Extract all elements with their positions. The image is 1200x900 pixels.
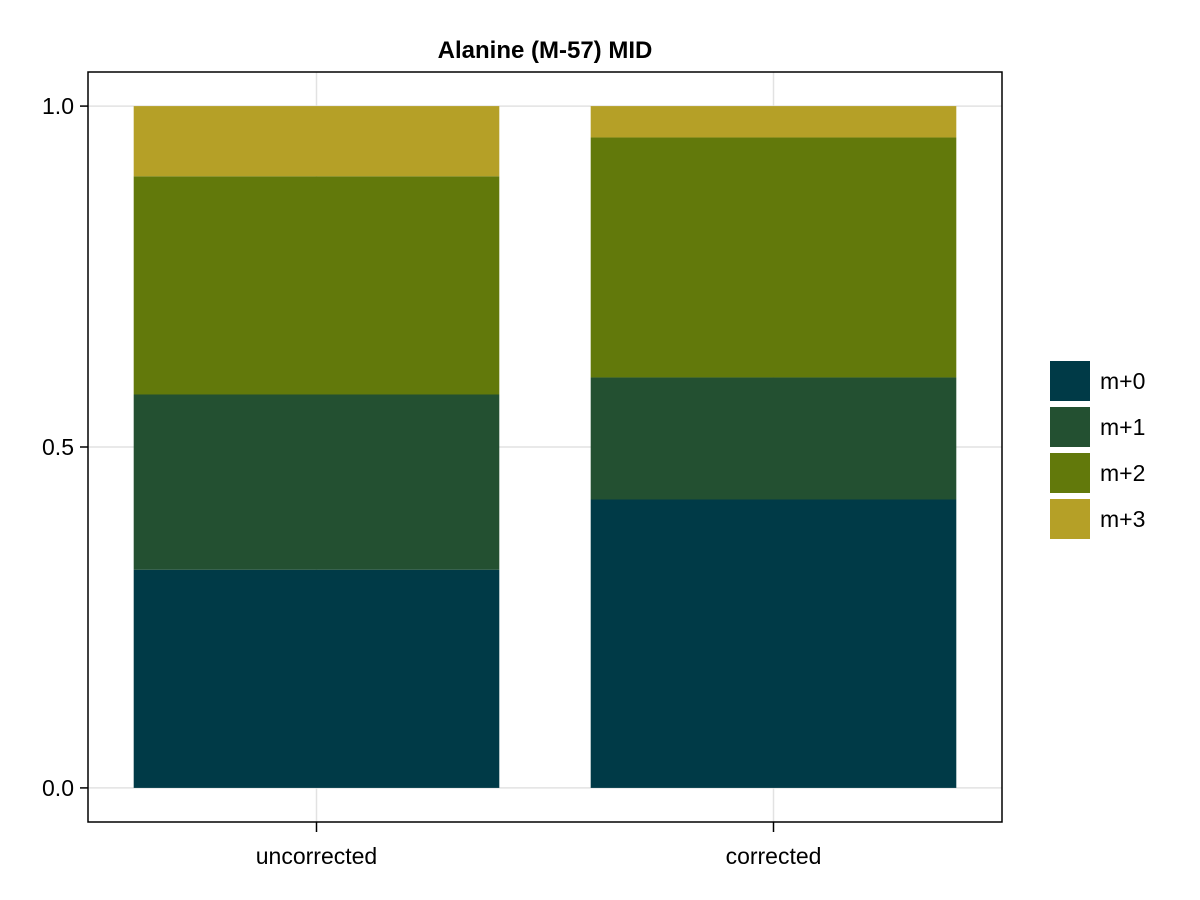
legend-item: m+2 bbox=[1050, 450, 1145, 496]
legend-item: m+3 bbox=[1050, 496, 1145, 542]
axis-ticks: 0.0 0.5 1.0 uncorrected corrected bbox=[42, 93, 821, 869]
legend-item: m+0 bbox=[1050, 358, 1145, 404]
legend-label: m+1 bbox=[1100, 413, 1146, 440]
legend: m+0 m+1 m+2 m+3 bbox=[1050, 358, 1145, 542]
legend-swatch bbox=[1050, 361, 1090, 401]
x-tick-label: uncorrected bbox=[256, 843, 377, 869]
legend-swatch bbox=[1050, 407, 1090, 447]
bar-segment bbox=[590, 377, 957, 500]
legend-swatch bbox=[1050, 499, 1090, 539]
bar-segment bbox=[590, 137, 957, 378]
legend-label: m+0 bbox=[1100, 367, 1146, 394]
bar-segment bbox=[133, 106, 500, 177]
y-tick-label: 0.5 bbox=[42, 434, 74, 460]
y-tick-label: 1.0 bbox=[42, 93, 74, 119]
bar-segment bbox=[133, 394, 500, 570]
legend-label: m+2 bbox=[1100, 459, 1146, 486]
legend-label: m+3 bbox=[1100, 505, 1146, 532]
bar-segment bbox=[133, 176, 500, 395]
bar-segment bbox=[590, 106, 957, 138]
y-tick-label: 0.0 bbox=[42, 775, 74, 801]
x-tick-label: corrected bbox=[726, 843, 822, 869]
legend-swatch bbox=[1050, 453, 1090, 493]
bar-segment bbox=[590, 499, 957, 788]
bar-segment bbox=[133, 569, 500, 788]
legend-item: m+1 bbox=[1050, 404, 1145, 450]
bars bbox=[133, 106, 957, 788]
chart-title: Alanine (M-57) MID bbox=[438, 37, 653, 64]
